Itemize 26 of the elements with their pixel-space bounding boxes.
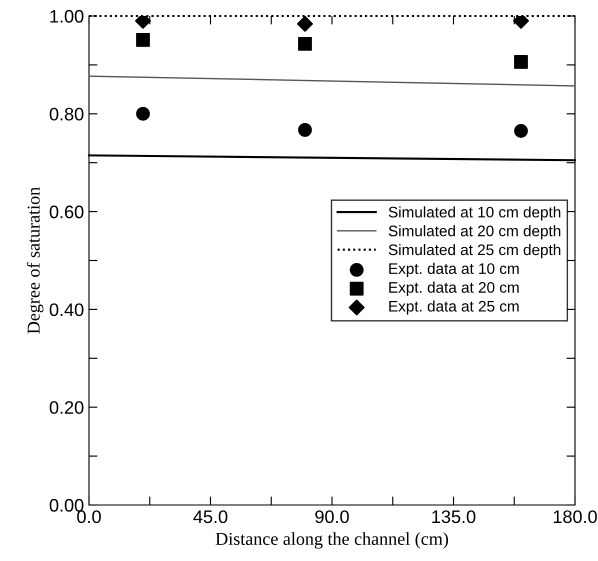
y-tick-label: 0.00 bbox=[50, 498, 84, 512]
x-axis-title: Distance along the channel (cm) bbox=[216, 532, 448, 549]
x-tick-label: 180.0 bbox=[554, 510, 597, 524]
legend-label: Expt. data at 20 cm bbox=[389, 282, 519, 296]
legend-label: Simulated at 20 cm depth bbox=[388, 225, 560, 240]
point bbox=[297, 16, 313, 32]
point bbox=[136, 106, 150, 121]
point bbox=[136, 33, 150, 47]
legend-label: Simulated at 10 cm depth bbox=[388, 206, 560, 221]
x-tick-label: 90.0 bbox=[315, 510, 349, 524]
point bbox=[298, 36, 312, 51]
point bbox=[514, 55, 528, 69]
legend-label: Expt. data at 10 cm bbox=[389, 262, 519, 278]
point bbox=[298, 123, 312, 137]
legend-label: Expt. data at 25 cm bbox=[389, 300, 519, 315]
point bbox=[514, 124, 528, 138]
y-axis-title: Degree of saturation bbox=[26, 187, 44, 334]
x-tick-label: 135.0 bbox=[432, 510, 476, 524]
x-tick-label: 45.0 bbox=[193, 510, 228, 524]
y-tick-label: 1.00 bbox=[50, 10, 84, 23]
y-tick-label: 0.40 bbox=[50, 303, 84, 316]
y-tick-label: 0.60 bbox=[50, 206, 84, 218]
x-tick-label: 0.0 bbox=[77, 510, 101, 524]
y-tick-label: 0.80 bbox=[50, 108, 84, 121]
legend-label: Simulated at 25 cm depth bbox=[388, 244, 560, 258]
y-tick-label: 0.20 bbox=[50, 401, 84, 414]
